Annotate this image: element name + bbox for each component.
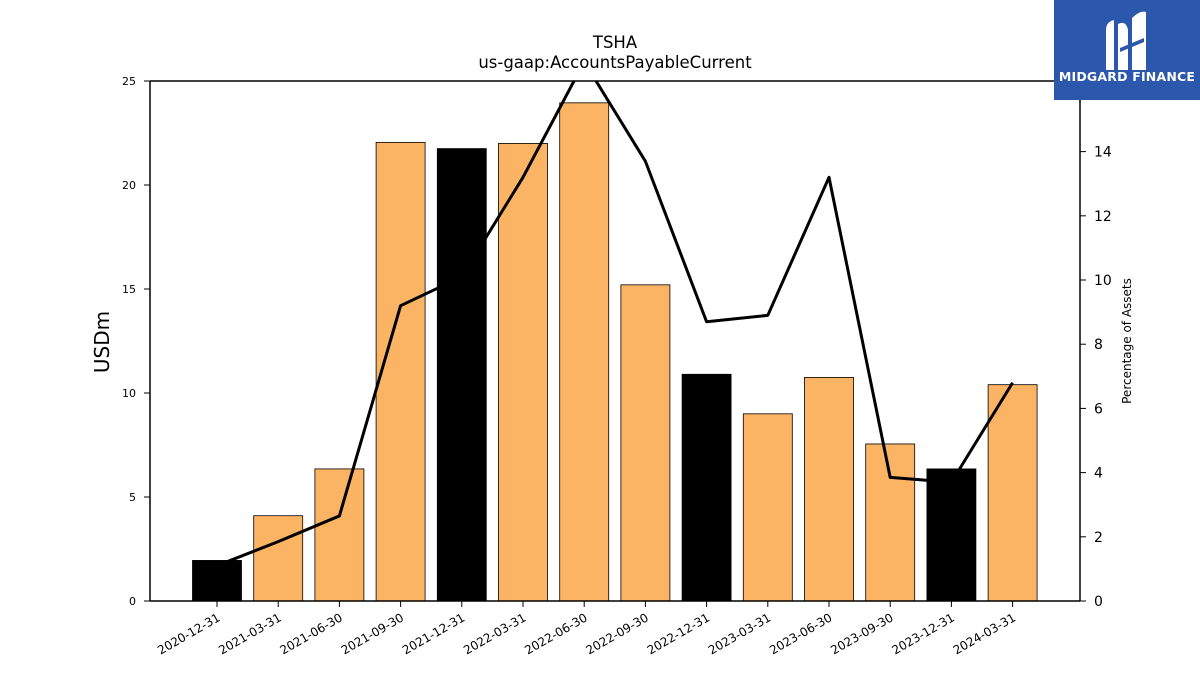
bar-2022-03-31 <box>498 142 548 602</box>
line-group <box>216 81 1014 568</box>
x-tick-label: 2022-03-31 <box>461 610 528 657</box>
bar-2021-09-30 <box>375 141 426 602</box>
y-tick-label: 10 <box>122 387 136 400</box>
x-tick-label: 2022-06-30 <box>522 610 589 657</box>
y-tick-label: 20 <box>122 179 136 192</box>
x-tick-label: 2021-03-31 <box>216 610 283 657</box>
y2-tick-label: 0 <box>1094 594 1103 610</box>
y2-tick-label: 2 <box>1094 530 1103 546</box>
x-tick-label: 2023-12-31 <box>889 610 956 657</box>
bar-2024-03-31 <box>987 384 1038 602</box>
chart-subtitle: us-gaap:AccountsPayableCurrent <box>478 53 752 72</box>
bar-2023-03-31 <box>742 413 793 602</box>
x-tick-label: 2022-12-31 <box>645 610 712 657</box>
x-tick-label: 2023-09-30 <box>828 610 895 657</box>
x-tick-label: 2021-06-30 <box>277 610 344 657</box>
y2-axis-label: Percentage of Assets <box>1120 278 1134 404</box>
x-tick-label: 2023-03-31 <box>706 610 773 657</box>
axes-group <box>149 80 1081 602</box>
x-tick-label: 2023-06-30 <box>767 610 834 657</box>
bar-2023-06-30 <box>804 376 854 602</box>
y2-tick-label: 4 <box>1094 466 1103 482</box>
y2-tick-label: 10 <box>1094 273 1112 289</box>
y2-tick-label: 6 <box>1094 401 1103 417</box>
x-tick-label: 2020-12-31 <box>155 610 222 657</box>
midgard-logo-icon <box>1106 11 1146 70</box>
y2-tick-label: 14 <box>1094 145 1112 161</box>
chart-title: TSHA <box>592 33 638 52</box>
bar-2023-09-30 <box>865 443 916 602</box>
bar-2022-12-31 <box>681 373 732 602</box>
x-ticks-group: 2020-12-312021-03-312021-06-302021-09-30… <box>155 601 1018 657</box>
x-tick-label: 2021-09-30 <box>339 610 406 657</box>
y-tick-label: 25 <box>122 75 136 88</box>
x-tick-label: 2024-03-31 <box>951 610 1018 657</box>
x-tick-label: 2022-09-30 <box>583 610 650 657</box>
bar-2021-12-31 <box>436 148 487 602</box>
y-ticks-group: 0 5 10 15 20 25 <box>122 75 150 608</box>
bar-2020-12-31 <box>192 560 242 602</box>
logo-text: MIDGARD FINANCE <box>1058 69 1196 84</box>
bar-2022-09-30 <box>620 284 671 602</box>
y-tick-label: 0 <box>129 595 136 608</box>
bar-2023-12-31 <box>926 468 977 602</box>
bar-2021-06-30 <box>314 468 365 602</box>
y2-tick-label: 8 <box>1094 337 1103 353</box>
bar-2022-06-30 <box>559 102 610 602</box>
x-tick-label: 2021-12-31 <box>400 610 467 657</box>
y-axis-label: USDm <box>90 311 114 373</box>
bar-2021-03-31 <box>253 515 304 602</box>
y-tick-label: 5 <box>129 491 136 504</box>
y2-tick-label: 12 <box>1094 209 1112 225</box>
percentage-line <box>216 81 1014 568</box>
y-tick-label: 15 <box>122 283 136 296</box>
brand-logo: MIDGARD FINANCE <box>1054 0 1200 100</box>
y2-ticks-group: 0 2 4 6 8 10 12 14 <box>1080 145 1112 610</box>
bars-group <box>192 102 1038 602</box>
